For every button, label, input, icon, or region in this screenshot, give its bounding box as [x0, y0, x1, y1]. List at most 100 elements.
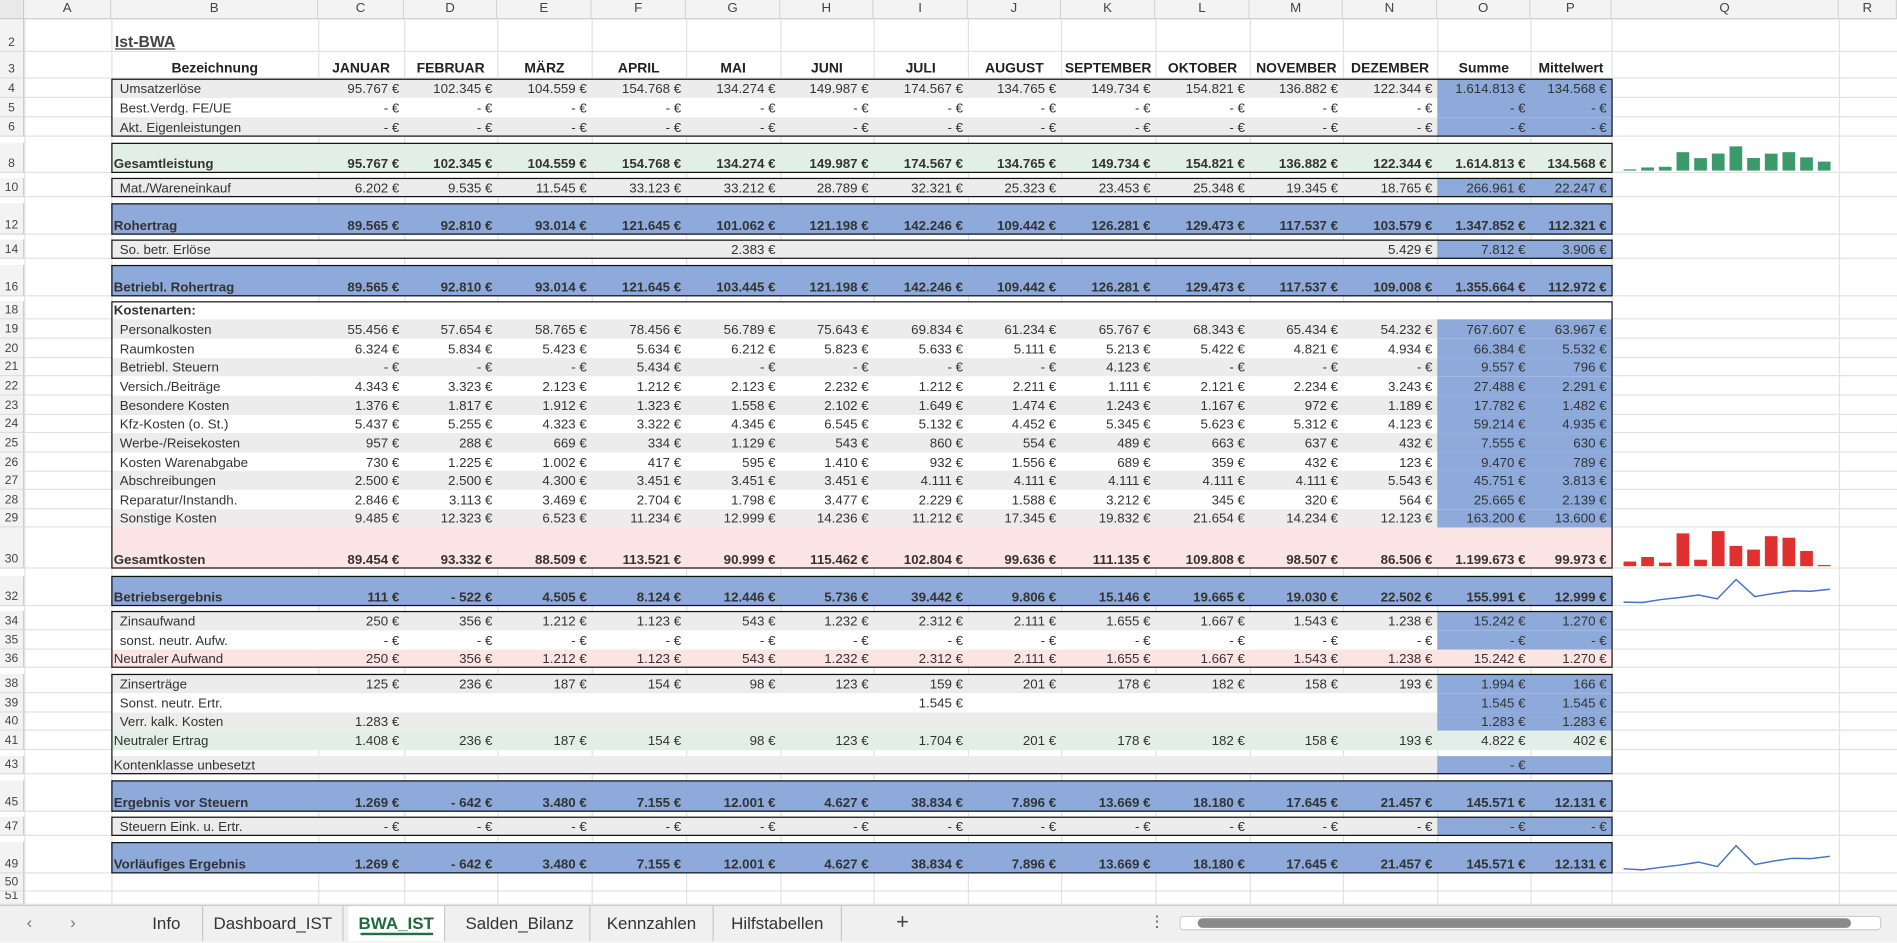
row-header[interactable]: 36 [0, 649, 25, 668]
spark-bar [1623, 561, 1637, 567]
row-header[interactable]: 21 [0, 357, 25, 377]
cell: 4.627 € [824, 796, 869, 811]
row-header[interactable]: 47 [0, 816, 25, 836]
nav-next[interactable]: › [70, 912, 76, 932]
add-sheet[interactable]: + [896, 909, 909, 934]
cell: 5.834 € [447, 341, 493, 357]
column-header[interactable]: M [1249, 0, 1343, 20]
sheet-tab[interactable]: Kennzahlen [590, 906, 714, 942]
cell: 63.967 € [1554, 323, 1607, 338]
row-header[interactable]: 2 [0, 26, 25, 53]
row-header[interactable]: 16 [0, 264, 25, 297]
cell: 13.669 € [1098, 857, 1151, 873]
row-label: Umsatzerlöse [119, 82, 202, 97]
select-all[interactable] [0, 0, 25, 20]
sheet-tab[interactable]: Hilfstabellen [714, 906, 843, 942]
row-header[interactable]: 50 [0, 873, 25, 892]
row-header[interactable]: 35 [0, 630, 25, 650]
spark-bar [1641, 167, 1654, 171]
cell: 5.132 € [918, 417, 964, 432]
column-header[interactable]: I [873, 0, 968, 20]
row-header[interactable]: 23 [0, 395, 25, 415]
row-header[interactable]: 25 [0, 433, 25, 453]
row-header[interactable]: 43 [0, 756, 25, 775]
row-header[interactable]: 12 [0, 203, 25, 235]
group-border [111, 177, 1613, 198]
cell: 182 € [1211, 677, 1245, 693]
sheet-tab[interactable]: Salden_Bilanz [450, 906, 591, 942]
cell: 149.987 € [809, 157, 869, 172]
column-header[interactable]: K [1060, 0, 1156, 20]
row-header[interactable]: 34 [0, 610, 25, 631]
column-header[interactable]: L [1155, 0, 1250, 20]
row-fill [111, 357, 1612, 377]
h-scroll-thumb[interactable] [1197, 918, 1851, 928]
cell: - € [1510, 820, 1526, 835]
cell: 1.123 € [636, 652, 682, 667]
column-header[interactable]: H [780, 0, 874, 20]
column-header[interactable]: A [24, 0, 112, 20]
column-header[interactable]: D [404, 0, 498, 20]
row-header[interactable]: 20 [0, 338, 25, 358]
row-header[interactable]: 30 [0, 527, 25, 569]
column-header[interactable]: F [591, 0, 686, 20]
cell: 2.139 € [1562, 492, 1607, 508]
row-header[interactable]: 18 [0, 301, 25, 320]
cell: 3.480 € [542, 796, 587, 811]
column-header[interactable]: Q [1611, 0, 1839, 20]
more-menu[interactable]: ⋮ [1149, 912, 1164, 931]
row-header[interactable]: 29 [0, 508, 25, 528]
row-header[interactable]: 10 [0, 177, 25, 198]
row-header[interactable]: 22 [0, 376, 25, 396]
row-header[interactable]: 6 [0, 117, 25, 137]
sheet-tab[interactable]: Info [131, 906, 204, 942]
cell: 19.832 € [1098, 511, 1151, 527]
row-header[interactable]: 19 [0, 319, 25, 339]
row-header[interactable]: 51 [0, 891, 25, 905]
cell: 121.645 € [621, 218, 682, 234]
column-header[interactable]: J [967, 0, 1061, 20]
column-header[interactable]: O [1437, 0, 1531, 20]
cell: 13.669 € [1098, 796, 1151, 811]
row-header[interactable]: 49 [0, 842, 25, 874]
column-header[interactable]: C [318, 0, 405, 20]
cell: 2.312 € [918, 652, 964, 667]
row-header[interactable]: 8 [0, 142, 25, 174]
sheet-tab[interactable]: BWA_IST [348, 906, 446, 942]
row-header[interactable]: 32 [0, 575, 25, 607]
column-header[interactable]: B [111, 0, 319, 20]
cell: 9.485 € [354, 511, 400, 527]
cell: 56.789 € [723, 323, 776, 338]
cell: 89.454 € [347, 552, 400, 568]
row-header[interactable]: 28 [0, 489, 25, 509]
cell: - € [1229, 360, 1245, 376]
row-header[interactable]: 39 [0, 693, 25, 713]
row-header[interactable]: 14 [0, 239, 25, 259]
column-header[interactable]: N [1342, 0, 1438, 20]
cell: 5.532 € [1562, 341, 1607, 357]
row-fill [111, 610, 1612, 631]
column-header[interactable]: E [497, 0, 592, 20]
column-header[interactable]: P [1530, 0, 1612, 20]
cell: 2.234 € [1293, 379, 1339, 395]
row-header[interactable]: 5 [0, 97, 25, 118]
cell: 21.457 € [1380, 857, 1433, 873]
row-header[interactable]: 41 [0, 730, 25, 751]
row-header[interactable]: 24 [0, 414, 25, 434]
row-header[interactable]: 40 [0, 712, 25, 731]
sheet-tab[interactable]: Dashboard_IST [203, 906, 344, 942]
column-title: Mittelwert [1538, 61, 1604, 77]
cell: 402 € [1573, 734, 1607, 749]
cell: 4.452 € [1011, 417, 1057, 432]
row-header[interactable]: 45 [0, 780, 25, 812]
row-header[interactable]: 27 [0, 470, 25, 490]
row-header[interactable]: 38 [0, 673, 25, 694]
row-header[interactable]: 4 [0, 78, 25, 98]
cell: - € [853, 820, 869, 835]
row-header[interactable]: 3 [0, 52, 25, 79]
cell: 7.155 € [636, 796, 682, 811]
nav-prev[interactable]: ‹ [26, 912, 33, 932]
cell: 154.821 € [1185, 157, 1245, 172]
column-header[interactable]: R [1838, 0, 1897, 20]
column-header[interactable]: G [685, 0, 781, 20]
